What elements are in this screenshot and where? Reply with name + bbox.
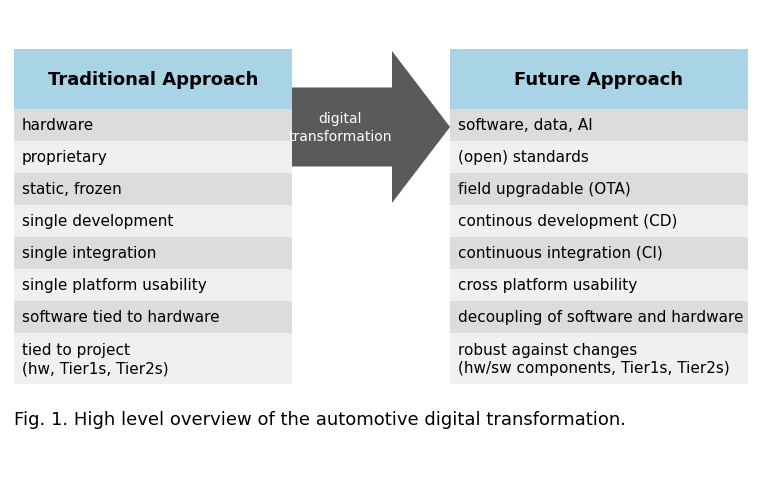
FancyBboxPatch shape <box>14 205 292 238</box>
FancyBboxPatch shape <box>450 110 748 142</box>
Text: single development: single development <box>22 214 174 229</box>
FancyBboxPatch shape <box>14 333 292 384</box>
FancyBboxPatch shape <box>14 50 292 110</box>
FancyBboxPatch shape <box>14 142 292 174</box>
Text: proprietary: proprietary <box>22 150 107 165</box>
FancyBboxPatch shape <box>450 142 748 174</box>
FancyBboxPatch shape <box>450 301 748 333</box>
Text: (open) standards: (open) standards <box>458 150 589 165</box>
FancyBboxPatch shape <box>14 238 292 269</box>
FancyBboxPatch shape <box>14 301 292 333</box>
Text: decoupling of software and hardware: decoupling of software and hardware <box>458 310 744 325</box>
Text: robust against changes
(hw/sw components, Tier1s, Tier2s): robust against changes (hw/sw components… <box>458 342 730 375</box>
FancyBboxPatch shape <box>450 205 748 238</box>
Text: single platform usability: single platform usability <box>22 278 207 293</box>
FancyBboxPatch shape <box>450 333 748 384</box>
FancyBboxPatch shape <box>14 269 292 301</box>
FancyBboxPatch shape <box>14 110 292 142</box>
Text: digital
transformation: digital transformation <box>288 112 392 144</box>
Text: Future Approach: Future Approach <box>514 71 684 89</box>
Text: Fig. 1. High level overview of the automotive digital transformation.: Fig. 1. High level overview of the autom… <box>14 410 626 428</box>
Text: tied to project
(hw, Tier1s, Tier2s): tied to project (hw, Tier1s, Tier2s) <box>22 342 168 375</box>
FancyBboxPatch shape <box>450 269 748 301</box>
Text: software tied to hardware: software tied to hardware <box>22 310 219 325</box>
FancyBboxPatch shape <box>450 238 748 269</box>
FancyBboxPatch shape <box>450 174 748 205</box>
Text: Traditional Approach: Traditional Approach <box>48 71 258 89</box>
Polygon shape <box>292 52 450 203</box>
Text: field upgradable (OTA): field upgradable (OTA) <box>458 182 631 197</box>
Text: cross platform usability: cross platform usability <box>458 278 637 293</box>
FancyBboxPatch shape <box>14 174 292 205</box>
FancyBboxPatch shape <box>450 50 748 110</box>
Text: continous development (CD): continous development (CD) <box>458 214 677 229</box>
Text: continuous integration (CI): continuous integration (CI) <box>458 246 663 261</box>
Text: static, frozen: static, frozen <box>22 182 122 197</box>
Text: hardware: hardware <box>22 118 94 133</box>
Text: software, data, AI: software, data, AI <box>458 118 593 133</box>
Text: single integration: single integration <box>22 246 156 261</box>
